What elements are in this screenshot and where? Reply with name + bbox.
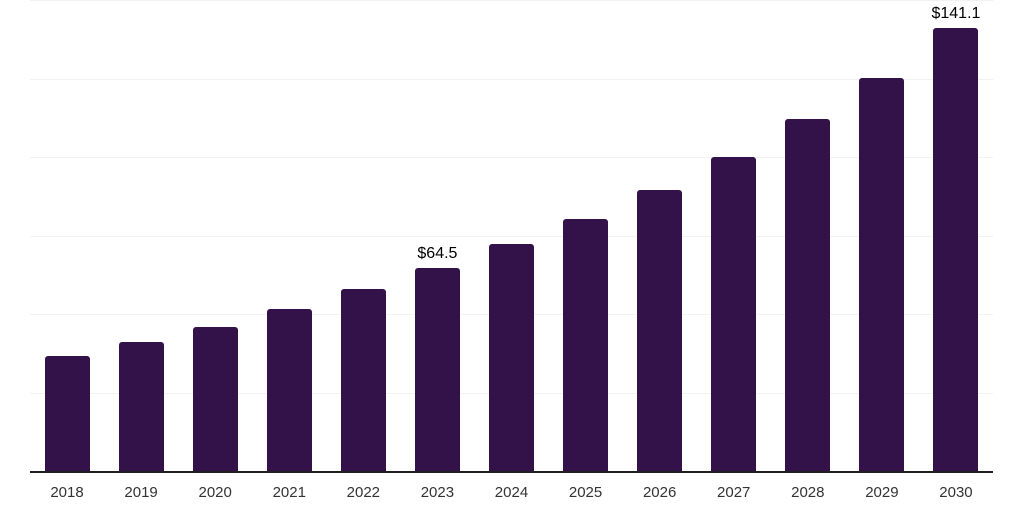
bar-2027	[711, 157, 757, 471]
bar-2029	[859, 77, 905, 471]
x-tick-label-2025: 2025	[568, 484, 603, 501]
bar-2020	[192, 326, 238, 471]
data-label-2023: $64.5	[417, 245, 458, 263]
x-tick-label-2018: 2018	[50, 484, 84, 501]
bar-2018	[44, 356, 90, 471]
data-label-2030: $141.1	[931, 4, 981, 22]
x-tick-label-2028: 2028	[791, 484, 825, 501]
x-tick-label-2021: 2021	[272, 484, 306, 501]
x-tick-label-2026: 2026	[642, 484, 677, 501]
bar-2023	[414, 268, 460, 471]
gridline-75	[30, 236, 993, 237]
x-tick-label-2020: 2020	[198, 484, 232, 501]
x-tick-label-2030: 2030	[939, 484, 973, 501]
bar-2022	[340, 289, 386, 471]
x-tick-label-2029: 2029	[865, 484, 899, 501]
x-axis-line	[30, 471, 993, 473]
gridline-150	[30, 0, 993, 1]
bar-2030	[933, 27, 979, 471]
x-tick-label-2023: 2023	[420, 484, 455, 501]
bar-2026	[637, 190, 683, 471]
gridline-100	[30, 157, 993, 158]
bar-2019	[118, 341, 164, 471]
bar-2028	[785, 119, 831, 471]
x-tick-label-2024: 2024	[494, 484, 529, 501]
gridline-125	[30, 79, 993, 80]
x-tick-label-2022: 2022	[346, 484, 381, 501]
bar-2024	[489, 244, 534, 471]
x-tick-label-2019: 2019	[124, 484, 158, 501]
bar-2021	[266, 308, 312, 471]
x-tick-label-2027: 2027	[717, 484, 751, 501]
bar-2025	[563, 219, 609, 471]
